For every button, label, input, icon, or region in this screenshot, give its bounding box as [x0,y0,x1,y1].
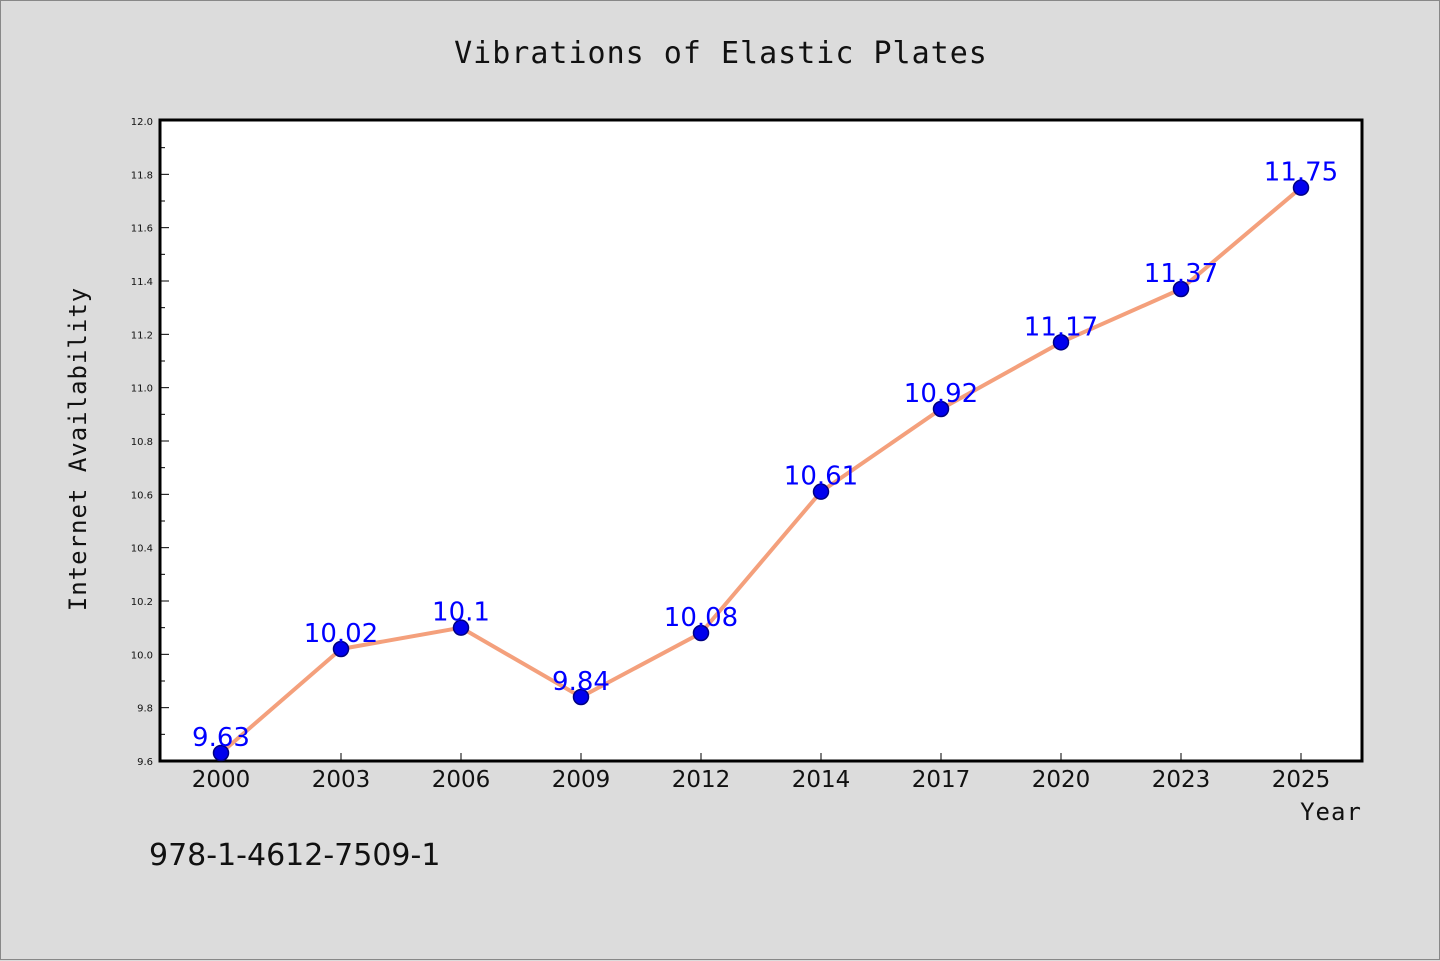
x-tick-label: 2000 [192,767,251,793]
chart-title: Vibrations of Elastic Plates [454,36,988,71]
x-tick-label: 2006 [432,767,491,793]
data-label: 10.1 [432,598,490,628]
y-tick-label: 11.2 [131,330,153,341]
y-tick-label: 11.8 [131,170,153,181]
data-point [692,624,710,642]
data-point [812,483,830,500]
data-label: 9.63 [192,723,250,753]
x-tick-label: 2009 [552,767,611,793]
y-tick-label: 9.8 [137,704,153,715]
y-axis-label: Internet Availability [64,287,92,611]
data-point [452,619,470,636]
data-point [1052,334,1070,351]
footer-text: 978-1-4612-7509-1 [149,838,440,873]
y-tick-label: 10.0 [131,650,153,661]
x-tick-label: 2012 [672,767,731,793]
y-tick-label: 10.2 [131,597,153,608]
y-tick-label: 12.0 [131,117,153,128]
y-tick-label: 11.6 [131,224,153,235]
data-label: 10.02 [304,619,378,649]
data-label: 10.61 [784,462,858,492]
data-point [932,400,950,418]
y-tick-label: 11.0 [131,384,153,395]
y-tick-label: 10.8 [131,437,153,448]
data-point [212,744,230,762]
data-labels: 9.63 10.02 10.1 9.84 10.08 10.61 10.92 11.17 11.… [192,158,1338,753]
x-tick-label: 2023 [1152,767,1211,793]
data-label: 11.37 [1144,259,1218,289]
data-label: 10.92 [904,379,978,409]
y-tick-label: 11.4 [131,277,153,288]
x-tick-label: 2014 [792,767,851,793]
y-tick-label: 10.4 [131,544,153,555]
data-label: 10.08 [664,603,738,633]
x-tick-label: 2003 [312,767,371,793]
y-tick-label: 10.6 [131,490,153,501]
data-point [332,640,350,658]
x-axis-label: Year [1300,798,1362,826]
x-tick-label: 2025 [1272,767,1331,793]
y-axis: 12.0 11.8 11.6 11.4 11.2 11.0 10.8 10.6 10.4 10.2… [131,117,169,768]
series-markers [212,179,1310,762]
series-line [219,186,1303,755]
data-label: 11.75 [1264,158,1338,188]
x-tick-label: 2017 [912,767,971,793]
data-point [572,688,590,706]
data-label: 9.84 [552,667,610,697]
x-axis: 2000 2003 2006 2009 2012 2014 2017 2020 2023 2025 [192,753,1331,793]
x-tick-label: 2020 [1032,767,1091,793]
data-point [1292,179,1310,196]
plot-area [158,118,1364,763]
data-label: 11.17 [1024,312,1098,342]
data-point [1172,280,1190,298]
y-tick-label: 9.6 [137,757,153,768]
